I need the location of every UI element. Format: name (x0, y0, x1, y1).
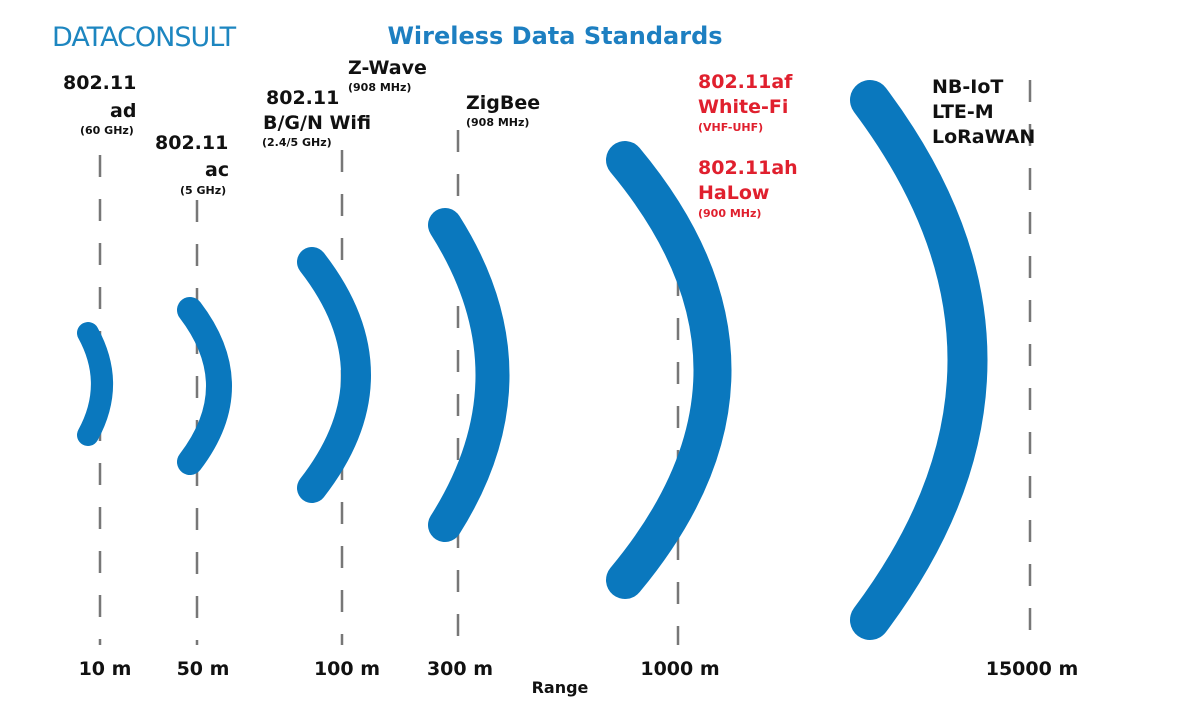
arc (297, 247, 371, 503)
label: LoRaWAN (932, 126, 1035, 148)
label: 802.11ah (698, 157, 798, 179)
range-label: 15000 m (986, 658, 1079, 680)
label: (900 MHz) (698, 207, 761, 220)
label: (908 MHz) (466, 116, 529, 129)
label: Z-Wave (348, 57, 427, 79)
title: Wireless Data Standards (387, 22, 722, 50)
label: (60 GHz) (80, 124, 134, 137)
logo: DATACONSULT (52, 22, 237, 53)
label: 802.11 (155, 132, 228, 154)
label: HaLow (698, 182, 769, 204)
range-label: 300 m (427, 658, 493, 680)
range-lines (98, 80, 1032, 645)
arc (177, 297, 232, 475)
arc (428, 208, 510, 542)
range-label: 10 m (79, 658, 132, 680)
label: ad (110, 100, 136, 122)
arc (77, 322, 113, 446)
label: NB-IoT (932, 76, 1003, 98)
label: (908 MHz) (348, 81, 411, 94)
label: 802.11 (63, 72, 136, 94)
label: (VHF-UHF) (698, 121, 763, 134)
label: (2.4/5 GHz) (262, 136, 332, 149)
range-label: 100 m (314, 658, 380, 680)
range-label: 1000 m (640, 658, 719, 680)
label: ac (205, 159, 229, 181)
label: ZigBee (466, 92, 540, 114)
label: (5 GHz) (180, 184, 226, 197)
label: LTE-M (932, 101, 994, 123)
arc (850, 80, 988, 640)
axis-label: Range (532, 678, 589, 697)
arc (606, 141, 732, 599)
label: B/G/N Wifi (263, 112, 371, 134)
arcs (77, 80, 988, 640)
label: 802.11af (698, 71, 793, 93)
label: 802.11 (266, 87, 339, 109)
range-label: 50 m (177, 658, 230, 680)
label: White-Fi (698, 96, 788, 118)
